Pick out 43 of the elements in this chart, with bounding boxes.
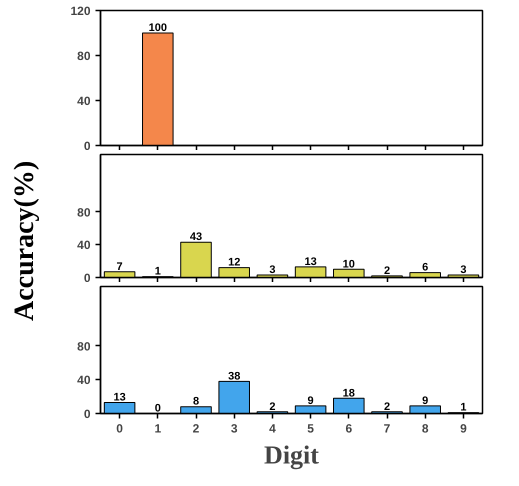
data-label: 9: [422, 394, 428, 407]
data-label: 3: [269, 264, 276, 276]
x-tick-label: 6: [345, 422, 352, 436]
y-tick-label: 80: [77, 205, 91, 220]
data-label: 9: [308, 394, 314, 407]
y-tick-label: 80: [77, 339, 91, 354]
y-tick-label: 120: [70, 4, 91, 18]
data-label: 0: [154, 402, 161, 414]
data-label: 10: [342, 258, 355, 270]
y-tick-label: 40: [77, 373, 91, 388]
data-label: 43: [190, 231, 202, 244]
x-tick-label: 2: [192, 422, 200, 436]
x-tick-label: 8: [422, 422, 429, 436]
data-label: 13: [113, 391, 126, 404]
data-label: 1: [154, 266, 161, 278]
x-tick-label: 5: [307, 422, 314, 436]
y-tick-label: 40: [77, 238, 91, 252]
y-tick-label: 0: [84, 139, 91, 153]
data-label: 1: [460, 402, 466, 414]
data-label: 7: [116, 260, 123, 273]
y-tick-label: 0: [84, 271, 91, 285]
x-tick-label: 7: [384, 422, 391, 436]
data-label: 13: [304, 256, 317, 268]
x-tick-label: 0: [116, 422, 124, 436]
data-label: 12: [228, 256, 240, 269]
x-tick-label: 1: [154, 422, 162, 436]
data-label: 6: [422, 262, 428, 274]
data-label: 3: [460, 264, 466, 276]
data-label: 8: [192, 396, 200, 408]
data-label: 2: [384, 264, 390, 277]
y-tick-label: 40: [77, 94, 91, 108]
y-tick-label: 0: [84, 407, 91, 421]
data-label: 38: [228, 370, 240, 382]
x-tick-label: 4: [269, 422, 276, 436]
y-tick-label: 80: [77, 49, 91, 63]
data-label: 100: [148, 22, 167, 34]
y-axis-title: Accuracy(%): [8, 160, 41, 322]
x-axis-title: Digit: [264, 440, 320, 470]
data-label: 2: [269, 400, 276, 413]
data-label: 18: [342, 387, 355, 400]
data-label: 2: [384, 400, 390, 413]
x-tick-label: 9: [460, 422, 468, 436]
x-tick-label: 3: [230, 422, 238, 436]
